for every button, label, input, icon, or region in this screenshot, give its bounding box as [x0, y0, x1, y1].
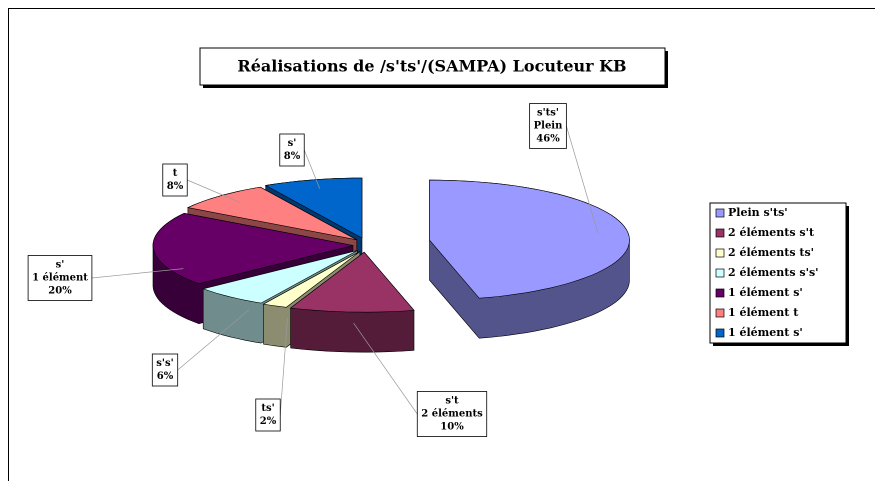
- data-label: 20%: [48, 286, 72, 297]
- data-label: ts': [261, 403, 274, 414]
- pie: [152, 177, 630, 353]
- legend-swatch: [715, 268, 725, 278]
- data-label: 2%: [260, 416, 277, 427]
- slice: [262, 251, 361, 308]
- chart-border: [8, 8, 875, 481]
- slice: [202, 250, 358, 304]
- data-label-box: [27, 255, 93, 301]
- slice: [429, 179, 630, 299]
- legend-swatch: [715, 308, 725, 318]
- legend-label: 1 élément t: [728, 306, 799, 319]
- legend-swatch: [715, 208, 725, 218]
- slice: [186, 186, 357, 241]
- data-label: 10%: [440, 422, 464, 433]
- legend-label: 1 élément s': [728, 326, 803, 339]
- data-label: 6%: [157, 371, 174, 382]
- data-label: s'ts': [537, 108, 559, 119]
- data-label-box: [151, 353, 179, 387]
- data-label: 8%: [167, 181, 184, 192]
- chart-title: Réalisations de /s'ts'/(SAMPA) Locuteur …: [237, 57, 626, 76]
- leader-line: [279, 317, 288, 416]
- legend-label: 1 élément s': [728, 286, 803, 299]
- legend-label: 2 éléments s's': [728, 266, 819, 279]
- data-label: s't: [445, 396, 459, 407]
- slice: [152, 212, 354, 285]
- data-label: 46%: [536, 134, 560, 145]
- data-label-box: [162, 163, 188, 197]
- data-label-box: [255, 398, 281, 432]
- leader-line: [177, 309, 250, 371]
- data-label: s': [288, 138, 297, 149]
- data-label: 1 élément: [32, 273, 88, 284]
- leader-line: [91, 268, 184, 279]
- data-label-box: [416, 391, 488, 437]
- data-label: 8%: [284, 151, 301, 162]
- slice: [264, 177, 363, 239]
- data-label: s': [56, 260, 65, 271]
- legend-swatch: [715, 228, 725, 238]
- slice: [289, 251, 415, 313]
- data-label: t: [173, 168, 178, 179]
- legend-swatch: [715, 288, 725, 298]
- title-box: [199, 47, 666, 86]
- legend-label: Plein s'ts': [728, 206, 788, 219]
- data-label: s's': [156, 358, 173, 369]
- legend-label: 2 éléments ts': [728, 246, 814, 259]
- legend-box: [709, 202, 847, 344]
- legend-label: 2 éléments s't: [728, 226, 815, 239]
- leader-line: [566, 125, 599, 234]
- legend: Plein s'ts' 2 éléments s't 2 éléments ts' 2…: [715, 206, 819, 339]
- legend-swatch: [715, 328, 725, 338]
- data-label: Plein: [534, 121, 563, 132]
- leader-line: [353, 322, 418, 415]
- leader-line: [187, 179, 241, 203]
- leader-line: [303, 149, 321, 189]
- data-label-box: [279, 133, 305, 167]
- data-label: 2 éléments: [421, 409, 483, 420]
- data-label-box: [529, 103, 567, 149]
- legend-swatch: [715, 248, 725, 258]
